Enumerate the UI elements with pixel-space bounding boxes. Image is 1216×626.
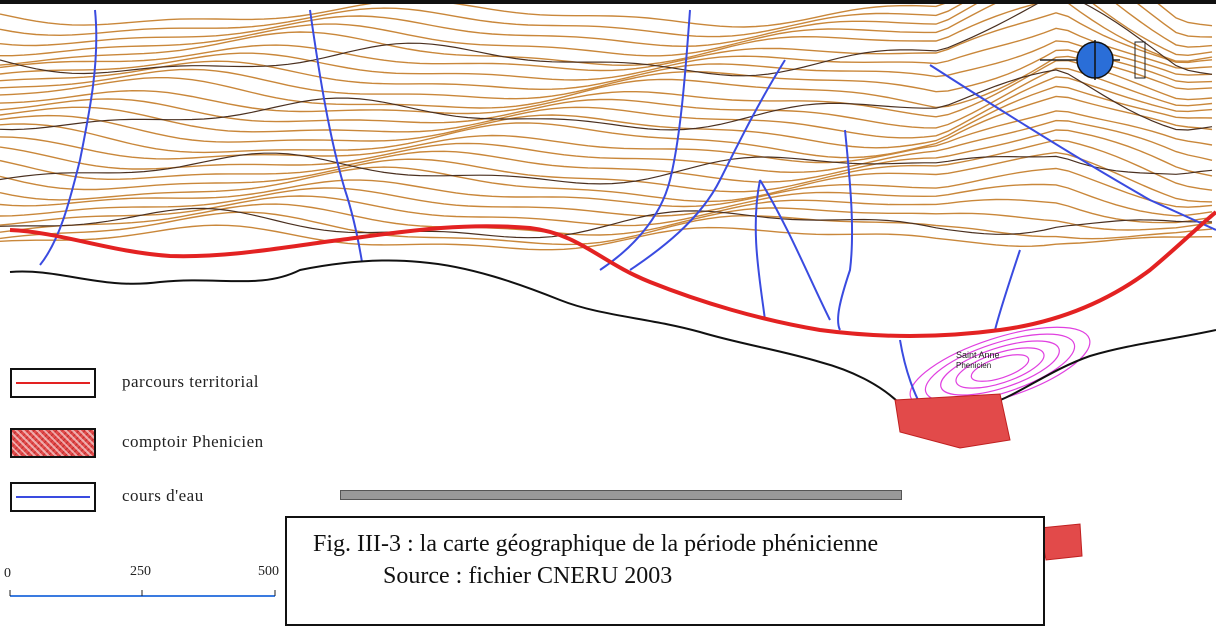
contour-line [0, 183, 1213, 217]
caption-source: Source : fichier CNERU 2003 [383, 563, 673, 589]
index-contour-lines [0, 0, 1213, 239]
river [309, 9, 363, 263]
contour-line [0, 129, 1213, 183]
contour-line [0, 27, 1213, 81]
phoenician-site [894, 393, 1011, 449]
compass-icon [1040, 40, 1146, 80]
river [929, 64, 1216, 231]
site-contour [970, 354, 1030, 382]
contour-line [0, 224, 1213, 251]
scale-label-500: 500 [258, 564, 279, 579]
scale-label-0: 0 [4, 566, 11, 581]
contour-line [0, 0, 1213, 38]
contour-line [0, 151, 1213, 203]
legend-label-site: comptoir Phenicien [122, 432, 264, 451]
site-label: Saint Anne [956, 350, 1000, 360]
scale-bar: 0 250 500 [0, 560, 300, 610]
index-contour [0, 69, 1213, 131]
contour-line [0, 195, 1213, 227]
phoenician-site-island [1039, 523, 1083, 561]
index-contour [0, 0, 1213, 77]
caption-shadow [340, 490, 902, 500]
contour-line [0, 49, 1213, 100]
contour-line [0, 119, 1213, 174]
legend-swatch-route [10, 368, 96, 398]
contour-line [0, 40, 1213, 91]
river [754, 179, 766, 321]
contour-line [0, 0, 1213, 28]
scale-label-250: 250 [130, 564, 151, 579]
top-border [0, 0, 1216, 4]
figure-caption: Fig. III-3 : la carte géographique de la… [285, 516, 1045, 626]
river [994, 249, 1021, 331]
river [837, 129, 854, 331]
legend-swatch-river [10, 482, 96, 512]
territorial-route [9, 210, 1216, 338]
scale-bar-line [9, 590, 276, 597]
contour-line [0, 67, 1213, 129]
contour-line [0, 95, 1213, 159]
contour-line [0, 85, 1213, 149]
index-contour [0, 207, 1213, 239]
contour-line [0, 203, 1213, 236]
river [629, 59, 786, 271]
contour-line [0, 0, 1213, 67]
contour-line [0, 167, 1213, 208]
contour-line [0, 55, 1213, 109]
contour-line [0, 0, 1213, 57]
contour-line [0, 139, 1213, 193]
contour-line [0, 110, 1213, 164]
coastline [9, 259, 1216, 415]
river [599, 9, 691, 271]
legend-label-route: parcours territorial [122, 372, 259, 391]
contour-line [0, 76, 1213, 139]
index-contour [0, 152, 1213, 185]
contour-line [0, 0, 1213, 48]
river [759, 179, 831, 321]
caption-title: Fig. III-3 : la carte géographique de la… [313, 531, 879, 557]
site-contour [940, 340, 1060, 396]
site-contour [955, 347, 1045, 389]
rivers [39, 9, 1216, 421]
contour-line [0, 59, 1213, 118]
site-contour-lines [909, 326, 1091, 410]
legend-swatch-site [10, 428, 96, 458]
contour-lines [0, 0, 1213, 251]
site-label-2: Phenicien [956, 361, 991, 370]
contour-line [0, 12, 1213, 72]
legend-label-river: cours d'eau [122, 486, 204, 505]
site-contour [924, 333, 1076, 403]
